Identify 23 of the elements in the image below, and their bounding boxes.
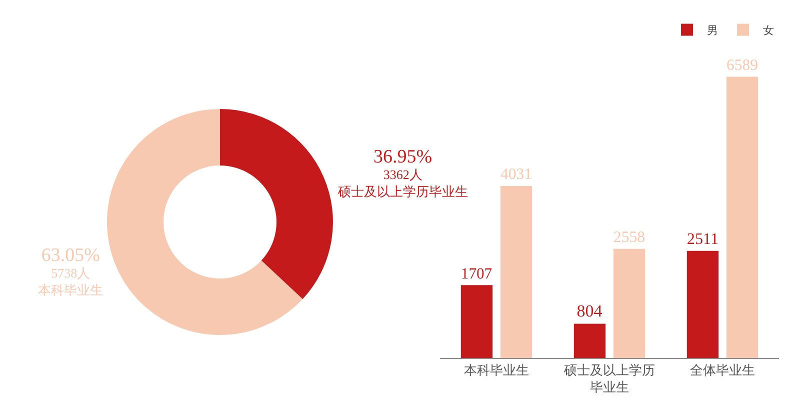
data-label: 4031 <box>500 166 532 184</box>
bar <box>613 248 646 358</box>
legend-label: 女 <box>763 24 774 38</box>
x-tick-label: 本科毕业生 <box>464 362 529 378</box>
data-label: 6589 <box>726 57 758 74</box>
legend-label: 男 <box>707 24 718 38</box>
data-label: 2558 <box>613 229 646 246</box>
donut-slice <box>107 109 303 335</box>
bar <box>500 186 532 358</box>
slice-label: 本科毕业生 <box>38 282 104 298</box>
x-tick-label: 硕士及以上学历毕业生 <box>563 362 655 394</box>
bar <box>574 324 606 358</box>
data-label: 36.95% 3362人 <box>374 146 432 182</box>
x-tick-label: 全体毕业生 <box>690 362 755 378</box>
donut-slice <box>220 109 333 300</box>
slice-label: 硕士及以上学历毕业生 <box>336 184 468 200</box>
data-label: 63.05% 5738人 <box>41 244 100 281</box>
bar <box>686 250 719 358</box>
data-label: 2511 <box>686 231 719 248</box>
bar <box>726 76 758 358</box>
data-label: 1707 <box>460 265 492 282</box>
data-label: 804 <box>576 302 603 321</box>
bar <box>460 285 493 358</box>
